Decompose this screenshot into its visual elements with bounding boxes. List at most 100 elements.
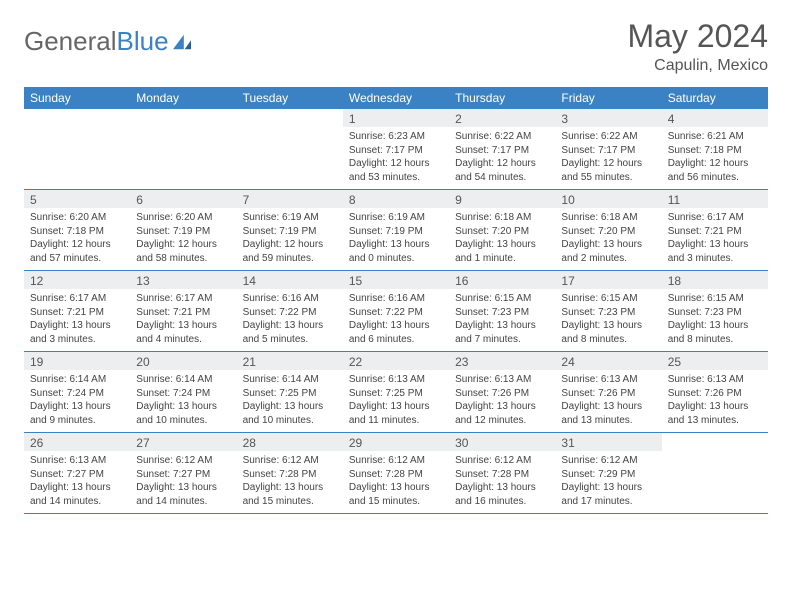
daylight-line: Daylight: 13 hours and 5 minutes. [243, 319, 337, 346]
daylight-line: Daylight: 13 hours and 15 minutes. [243, 481, 337, 508]
sunrise-line: Sunrise: 6:12 AM [349, 454, 443, 468]
day-body: Sunrise: 6:15 AMSunset: 7:23 PMDaylight:… [555, 289, 661, 351]
daylight-line: Daylight: 13 hours and 10 minutes. [136, 400, 230, 427]
day-number: 10 [555, 190, 661, 208]
day-number: 7 [237, 190, 343, 208]
day-body: Sunrise: 6:18 AMSunset: 7:20 PMDaylight:… [449, 208, 555, 270]
sunset-line: Sunset: 7:26 PM [455, 387, 549, 401]
day-cell: 16Sunrise: 6:15 AMSunset: 7:23 PMDayligh… [449, 271, 555, 351]
daylight-line: Daylight: 13 hours and 0 minutes. [349, 238, 443, 265]
sunset-line: Sunset: 7:24 PM [30, 387, 124, 401]
sunset-line: Sunset: 7:28 PM [455, 468, 549, 482]
day-body: Sunrise: 6:17 AMSunset: 7:21 PMDaylight:… [662, 208, 768, 270]
sunset-line: Sunset: 7:17 PM [349, 144, 443, 158]
day-cell: 18Sunrise: 6:15 AMSunset: 7:23 PMDayligh… [662, 271, 768, 351]
day-body: Sunrise: 6:12 AMSunset: 7:28 PMDaylight:… [449, 451, 555, 513]
day-cell: 30Sunrise: 6:12 AMSunset: 7:28 PMDayligh… [449, 433, 555, 513]
dayheader: Saturday [662, 87, 768, 109]
sunrise-line: Sunrise: 6:14 AM [243, 373, 337, 387]
day-cell: 27Sunrise: 6:12 AMSunset: 7:27 PMDayligh… [130, 433, 236, 513]
sunset-line: Sunset: 7:22 PM [243, 306, 337, 320]
sunrise-line: Sunrise: 6:12 AM [561, 454, 655, 468]
day-cell: 8Sunrise: 6:19 AMSunset: 7:19 PMDaylight… [343, 190, 449, 270]
sunset-line: Sunset: 7:18 PM [668, 144, 762, 158]
day-body: Sunrise: 6:14 AMSunset: 7:25 PMDaylight:… [237, 370, 343, 432]
dayheader: Tuesday [237, 87, 343, 109]
day-number: 30 [449, 433, 555, 451]
day-cell: 5Sunrise: 6:20 AMSunset: 7:18 PMDaylight… [24, 190, 130, 270]
sunrise-line: Sunrise: 6:13 AM [349, 373, 443, 387]
daylight-line: Daylight: 12 hours and 59 minutes. [243, 238, 337, 265]
week-row: 5Sunrise: 6:20 AMSunset: 7:18 PMDaylight… [24, 190, 768, 271]
day-number [24, 109, 130, 127]
sunset-line: Sunset: 7:21 PM [136, 306, 230, 320]
sunset-line: Sunset: 7:23 PM [561, 306, 655, 320]
daylight-line: Daylight: 13 hours and 15 minutes. [349, 481, 443, 508]
dayheader: Sunday [24, 87, 130, 109]
calendar: SundayMondayTuesdayWednesdayThursdayFrid… [24, 87, 768, 514]
day-cell: 10Sunrise: 6:18 AMSunset: 7:20 PMDayligh… [555, 190, 661, 270]
daylight-line: Daylight: 13 hours and 3 minutes. [668, 238, 762, 265]
week-row: 19 Sunrise: 6:14 AM Sunset: 7:24 PM Dayligh… [24, 352, 768, 433]
day-number: 27 [130, 433, 236, 451]
day-number: 6 [130, 190, 236, 208]
day-number [130, 109, 236, 127]
dayheader: Thursday [449, 87, 555, 109]
day-cell: 22Sunrise: 6:13 AMSunset: 7:25 PMDayligh… [343, 352, 449, 432]
day-number: 16 [449, 271, 555, 289]
sunset-line: Sunset: 7:25 PM [349, 387, 443, 401]
day-number: 14 [237, 271, 343, 289]
sunset-line: Sunset: 7:19 PM [243, 225, 337, 239]
day-cell: 14Sunrise: 6:16 AMSunset: 7:22 PMDayligh… [237, 271, 343, 351]
day-number: 17 [555, 271, 661, 289]
day-cell: 31Sunrise: 6:12 AMSunset: 7:29 PMDayligh… [555, 433, 661, 513]
week-row: 12Sunrise: 6:17 AMSunset: 7:21 PMDayligh… [24, 271, 768, 352]
daylight-line: Daylight: 13 hours and 7 minutes. [455, 319, 549, 346]
day-number: 18 [662, 271, 768, 289]
day-body: Sunrise: 6:16 AMSunset: 7:22 PMDaylight:… [343, 289, 449, 351]
sunrise-line: Sunrise: 6:12 AM [136, 454, 230, 468]
day-body [24, 127, 130, 135]
daylight-line: Daylight: 13 hours and 14 minutes. [136, 481, 230, 508]
day-number: 20 [130, 352, 236, 370]
daylight-line: Daylight: 13 hours and 13 minutes. [561, 400, 655, 427]
day-cell: 9Sunrise: 6:18 AMSunset: 7:20 PMDaylight… [449, 190, 555, 270]
sunrise-line: Sunrise: 6:22 AM [561, 130, 655, 144]
sunrise-line: Sunrise: 6:12 AM [455, 454, 549, 468]
day-body: Sunrise: 6:17 AMSunset: 7:21 PMDaylight:… [24, 289, 130, 351]
sunset-line: Sunset: 7:26 PM [561, 387, 655, 401]
sunset-line: Sunset: 7:17 PM [455, 144, 549, 158]
day-cell [237, 109, 343, 189]
daylight-line: Daylight: 13 hours and 14 minutes. [30, 481, 124, 508]
day-number: 8 [343, 190, 449, 208]
day-number: 22 [343, 352, 449, 370]
sunset-line: Sunset: 7:17 PM [561, 144, 655, 158]
day-number: 2 [449, 109, 555, 127]
page-title: May 2024 [627, 18, 768, 55]
day-number: 1 [343, 109, 449, 127]
sunset-line: Sunset: 7:28 PM [349, 468, 443, 482]
day-body: Sunrise: 6:12 AMSunset: 7:29 PMDaylight:… [555, 451, 661, 513]
day-body: Sunrise: 6:16 AMSunset: 7:22 PMDaylight:… [237, 289, 343, 351]
sunrise-line: Sunrise: 6:15 AM [455, 292, 549, 306]
logo-text: GeneralBlue [24, 26, 169, 57]
daylight-line: Daylight: 13 hours and 8 minutes. [561, 319, 655, 346]
sunset-line: Sunset: 7:29 PM [561, 468, 655, 482]
day-number: 19 [24, 352, 130, 370]
day-number: 5 [24, 190, 130, 208]
sunset-line: Sunset: 7:27 PM [30, 468, 124, 482]
weeks-container: 1Sunrise: 6:23 AMSunset: 7:17 PMDaylight… [24, 109, 768, 514]
day-cell: 1Sunrise: 6:23 AMSunset: 7:17 PMDaylight… [343, 109, 449, 189]
day-body: Sunrise: 6:13 AMSunset: 7:26 PMDaylight:… [449, 370, 555, 432]
daylight-line: Daylight: 12 hours and 56 minutes. [668, 157, 762, 184]
daylight-line: Daylight: 13 hours and 10 minutes. [243, 400, 337, 427]
dayheader-row: SundayMondayTuesdayWednesdayThursdayFrid… [24, 87, 768, 109]
day-body: Sunrise: 6:21 AMSunset: 7:18 PMDaylight:… [662, 127, 768, 189]
sunrise-line: Sunrise: 6:12 AM [243, 454, 337, 468]
day-cell: 21Sunrise: 6:14 AMSunset: 7:25 PMDayligh… [237, 352, 343, 432]
sunrise-line: Sunrise: 6:20 AM [136, 211, 230, 225]
location-label: Capulin, Mexico [627, 57, 768, 75]
day-cell: 3Sunrise: 6:22 AMSunset: 7:17 PMDaylight… [555, 109, 661, 189]
logo-sail-icon [171, 33, 193, 51]
sunset-line: Sunset: 7:20 PM [561, 225, 655, 239]
